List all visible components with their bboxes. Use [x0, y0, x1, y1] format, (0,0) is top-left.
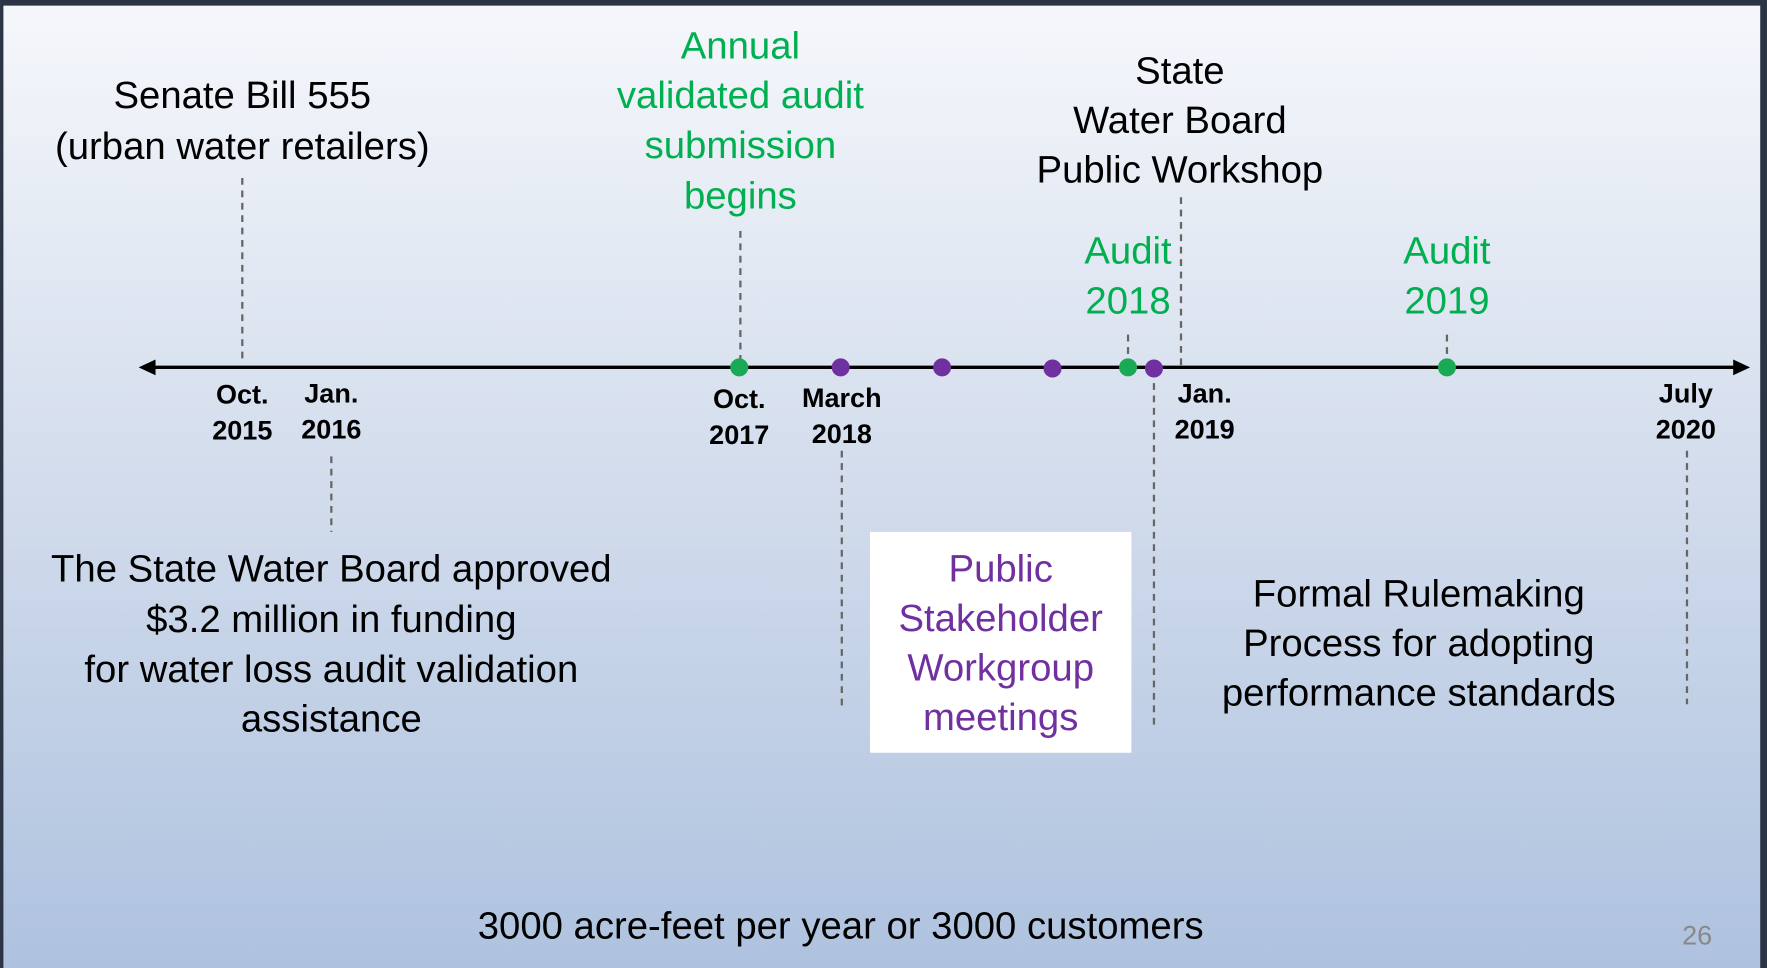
milestone-dots	[730, 358, 1456, 378]
funding: for water loss audit validation	[84, 648, 578, 691]
rulemaking: Formal Rulemaking	[1253, 572, 1585, 615]
date-label: 2015	[212, 415, 272, 445]
rulemaking: Process for adopting	[1243, 622, 1594, 665]
annual-audit: submission	[645, 124, 837, 167]
funding: assistance	[241, 697, 422, 740]
workgroup: Stakeholder	[899, 597, 1104, 640]
workgroup: Workgroup	[907, 647, 1094, 690]
page-number: 26	[1682, 920, 1712, 950]
funding: The State Water Board approved	[51, 547, 612, 590]
slide-background	[3, 5, 1761, 968]
workshop: Water Board	[1073, 99, 1287, 142]
workgroup: meetings	[923, 696, 1078, 739]
date-label: Jan.	[1178, 378, 1232, 408]
workgroup-box	[869, 531, 1132, 753]
senate-bill: Senate Bill 555	[113, 74, 371, 117]
workshop: Public Workshop	[1037, 149, 1324, 192]
annual-audit: Annual	[681, 25, 800, 68]
audit-2019: Audit	[1403, 230, 1491, 273]
annual-audit: begins	[684, 174, 797, 217]
audit-2018: Audit	[1084, 230, 1172, 273]
workshop: State	[1135, 49, 1224, 92]
workgroup: Public	[949, 547, 1053, 590]
date-label: July	[1659, 378, 1713, 408]
annual-audit: validated audit	[617, 74, 864, 117]
date-label: 2020	[1656, 414, 1716, 444]
date-label: Oct.	[713, 384, 766, 414]
funding: $3.2 million in funding	[146, 598, 516, 641]
date-label: 2018	[812, 419, 872, 449]
audit-2018: 2018	[1085, 279, 1170, 322]
date-label: March	[802, 383, 882, 413]
date-label: 2019	[1175, 414, 1235, 444]
date-label: 2017	[709, 420, 769, 450]
senate-bill: (urban water retailers)	[55, 125, 430, 168]
audit-2019: 2019	[1404, 279, 1489, 322]
connectors	[241, 178, 1689, 725]
footer: 3000 acre-feet per year or 3000 customer…	[478, 905, 1204, 948]
date-label: 2016	[301, 414, 361, 444]
date-label: Oct.	[216, 379, 269, 409]
date-label: Jan.	[304, 378, 358, 408]
rulemaking: performance standards	[1222, 671, 1616, 714]
